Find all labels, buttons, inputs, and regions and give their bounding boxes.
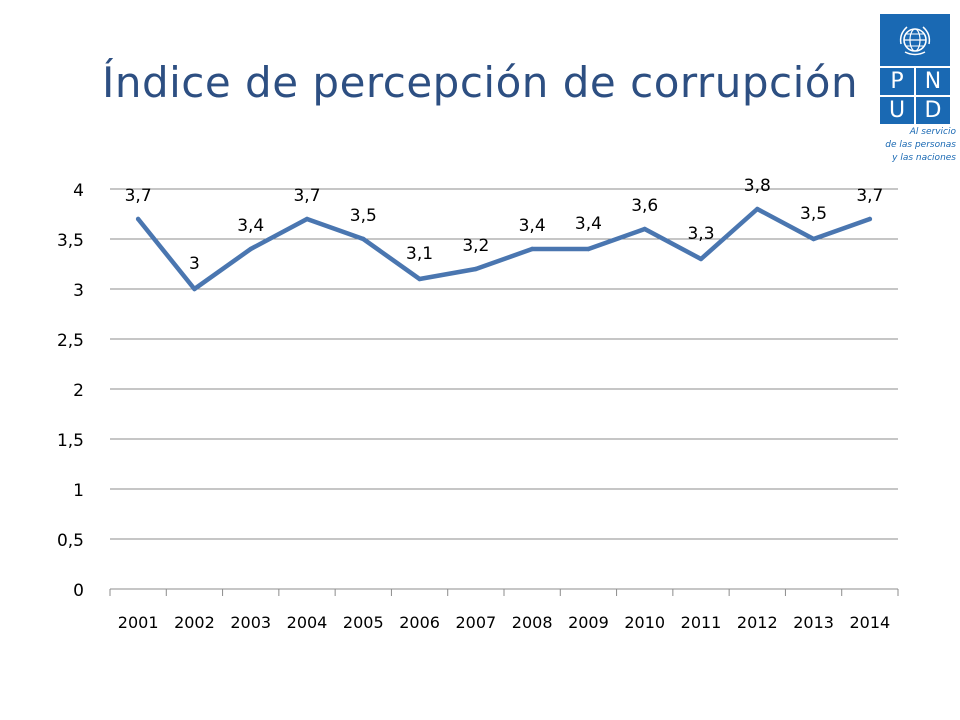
y-tick-label: 3 [73, 281, 84, 301]
data-point [867, 216, 873, 222]
x-tick-label: 2013 [793, 613, 834, 632]
x-tick-label: 2014 [849, 613, 890, 632]
data-label: 3 [189, 254, 200, 274]
y-tick-label: 2,5 [57, 331, 84, 351]
x-tick-label: 2012 [737, 613, 778, 632]
data-label: 3,6 [631, 196, 658, 216]
x-tick-label: 2005 [343, 613, 384, 632]
x-tick-label: 2003 [230, 613, 271, 632]
x-tick-label: 2006 [399, 613, 440, 632]
data-label: 3,1 [406, 244, 433, 264]
x-tick-label: 2011 [681, 613, 722, 632]
data-point [361, 236, 366, 242]
y-tick-label: 4 [73, 181, 84, 201]
data-point [811, 236, 816, 242]
logo-letter: P [880, 68, 914, 95]
x-tick-label: 2004 [287, 613, 328, 632]
series-line [135, 206, 873, 292]
data-point [642, 226, 647, 232]
logo-tagline-line: Al servicio [909, 127, 956, 137]
logo-letter: D [916, 97, 950, 124]
y-tick-label: 0 [73, 581, 84, 601]
data-point [529, 246, 535, 252]
data-label: 3,2 [462, 236, 489, 256]
data-label: 3,8 [744, 176, 771, 196]
x-tick-label: 2009 [568, 613, 609, 632]
data-label: 3,5 [800, 204, 827, 224]
x-tick-label: 2008 [512, 613, 553, 632]
data-label: 3,4 [519, 216, 546, 236]
data-point [473, 266, 479, 272]
data-label: 3,3 [687, 224, 714, 244]
x-tick-label: 2007 [455, 613, 496, 632]
data-label: 3,7 [125, 186, 152, 206]
x-tick-label: 2001 [118, 613, 159, 632]
logo-grid: P N U D [880, 14, 950, 124]
logo-letter: N [916, 68, 950, 95]
data-label: 3,4 [237, 216, 264, 236]
y-tick-label: 1,5 [57, 431, 84, 451]
logo-tagline: Al servicio de las personas y las nacion… [866, 126, 960, 165]
data-point [248, 246, 253, 252]
data-point [755, 206, 760, 212]
undp-logo: P N U D Al servicio de las personas y la… [866, 14, 960, 174]
un-emblem-icon [880, 14, 950, 66]
logo-tagline-line: de las personas [885, 140, 956, 150]
data-label: 3,7 [856, 186, 883, 206]
data-label: 3,5 [350, 206, 377, 226]
data-point [192, 286, 197, 292]
x-tick-label: 2010 [624, 613, 665, 632]
x-tick-label: 2002 [174, 613, 215, 632]
y-tick-label: 1 [73, 481, 84, 501]
y-tick-label: 0,5 [57, 531, 84, 551]
data-point [304, 216, 310, 222]
logo-letter: U [880, 97, 914, 124]
data-point [586, 246, 591, 252]
data-point [135, 216, 141, 222]
data-label: 3,7 [293, 186, 320, 206]
y-tick-label: 2 [73, 381, 84, 401]
slide-title: Índice de percepción de corrupción [101, 58, 859, 107]
data-point [417, 276, 422, 282]
data-point [698, 256, 704, 262]
y-tick-label: 3,5 [57, 231, 84, 251]
data-label: 3,4 [575, 214, 602, 234]
logo-tagline-line: y las naciones [892, 153, 956, 163]
